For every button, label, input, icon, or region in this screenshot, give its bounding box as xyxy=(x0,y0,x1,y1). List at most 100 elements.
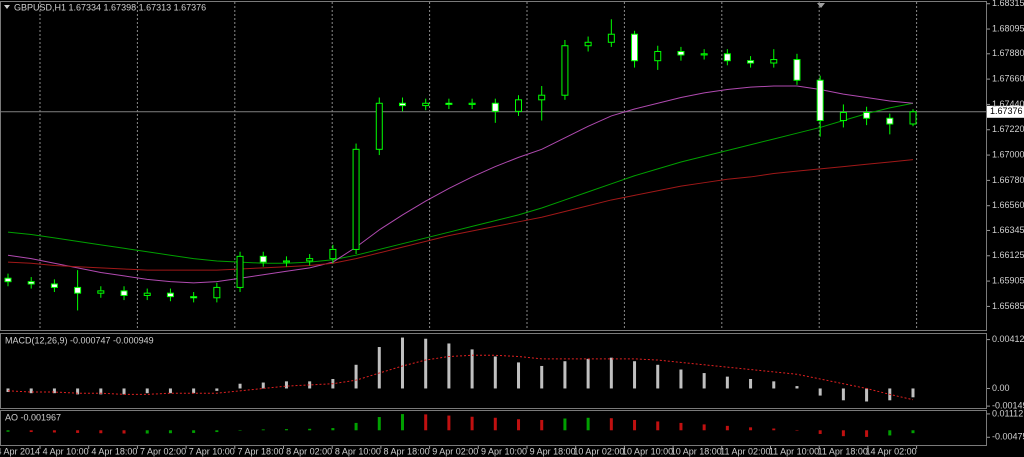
macd-bar xyxy=(795,386,799,389)
ao-bar xyxy=(493,417,497,431)
candle-body xyxy=(561,45,569,96)
ao-bar xyxy=(818,430,822,434)
macd-bar xyxy=(99,388,103,395)
x-tick-label: 14 Apr 02:00 xyxy=(866,446,917,456)
x-tick-label: 10 Apr 10:00 xyxy=(622,446,673,456)
macd-bar xyxy=(215,388,219,391)
y-tick-label: 1.67440 xyxy=(992,99,1024,109)
ao-bar xyxy=(633,419,637,431)
y-tick-label: 1.68315 xyxy=(992,0,1024,8)
candle-body xyxy=(816,79,824,122)
candle-body xyxy=(166,292,174,298)
candle-body xyxy=(909,111,917,125)
candle-body xyxy=(50,283,58,288)
ao-bar xyxy=(424,414,428,431)
ao-bar xyxy=(377,417,381,431)
y-tick-label: 1.65685 xyxy=(992,301,1024,311)
main-panel xyxy=(0,1,987,331)
candle-body xyxy=(190,296,198,299)
x-tick-label: 8 Apr 02:00 xyxy=(286,446,332,456)
candle-body xyxy=(839,111,847,122)
macd-bar xyxy=(168,388,172,394)
ao-bar xyxy=(656,421,660,431)
ao-bar xyxy=(331,428,335,431)
macd-bar xyxy=(6,388,10,393)
ao-bar xyxy=(400,414,404,431)
x-tick-label: 4 Apr 10:00 xyxy=(43,446,89,456)
macd-bar xyxy=(261,382,265,389)
x-tick-label: 9 Apr 10:00 xyxy=(481,446,527,456)
x-tick-label: 11 Apr 18:00 xyxy=(818,446,868,456)
macd-bar xyxy=(447,343,451,389)
y-tick-label: 1.65905 xyxy=(992,275,1024,285)
x-tick-label: 8 Apr 18:00 xyxy=(384,446,430,456)
macd-bar xyxy=(609,357,613,389)
macd-bar xyxy=(400,337,404,389)
ao-bar xyxy=(540,419,544,431)
symbol-icon[interactable] xyxy=(4,5,10,9)
macd-bar xyxy=(284,381,288,389)
ao-bar xyxy=(517,419,521,431)
shift-marker[interactable] xyxy=(817,3,825,8)
ao-bar xyxy=(354,422,358,431)
ao-bar xyxy=(99,430,103,434)
ao-bar xyxy=(76,430,80,433)
candle-body xyxy=(677,50,685,56)
macd-panel xyxy=(0,333,987,409)
candle-body xyxy=(793,59,801,81)
x-tick-label: 11 Apr 02:00 xyxy=(720,446,770,456)
macd-bar xyxy=(424,338,428,389)
macd-bar xyxy=(633,361,637,389)
candle-body xyxy=(74,286,82,294)
ao-bar xyxy=(725,425,729,431)
moving-average xyxy=(7,102,914,264)
current-price-label: 1.67376 xyxy=(990,106,1023,116)
ao-bar xyxy=(772,428,776,431)
candle-body xyxy=(445,102,453,105)
candle-body xyxy=(700,53,708,56)
ao-bar xyxy=(888,430,892,436)
macd-bar xyxy=(29,388,33,394)
ao-bar xyxy=(192,430,196,433)
y-tick-label: 1.66125 xyxy=(992,250,1024,260)
candle-body xyxy=(143,292,151,296)
macd-bar xyxy=(238,383,242,389)
y-tick-label: -0.00475 xyxy=(992,432,1024,442)
x-tick-label: 8 Apr 10:00 xyxy=(335,446,381,456)
macd-bar xyxy=(493,356,497,389)
ao-bar xyxy=(6,430,10,432)
x-tick-label: 7 Apr 02:00 xyxy=(140,446,186,456)
candle-body xyxy=(863,111,871,119)
candle-body xyxy=(584,41,592,47)
ao-bar xyxy=(865,430,869,437)
macd-bar xyxy=(702,373,706,389)
y-tick-label: 1.68095 xyxy=(992,23,1024,33)
macd-bar xyxy=(679,369,683,389)
macd-bar xyxy=(122,388,126,395)
candle-body xyxy=(515,99,523,112)
candle-body xyxy=(468,102,476,105)
y-tick-label: 1.66780 xyxy=(992,175,1024,185)
macd-bar xyxy=(865,388,869,402)
ao-bar xyxy=(841,430,845,437)
current-price-box xyxy=(987,105,1024,118)
ao-bar xyxy=(29,430,33,433)
ao-bar xyxy=(215,430,219,433)
macd-bar xyxy=(76,388,80,395)
ao-bar xyxy=(52,430,56,433)
macd-bar xyxy=(656,364,660,389)
x-tick-label: 4 Apr 18:00 xyxy=(91,446,137,456)
ao-bar xyxy=(749,427,753,431)
macd-title: MACD(12,26,9) -0.000747 -0.000949 xyxy=(5,335,154,345)
ao-bar xyxy=(470,416,474,431)
candle-body xyxy=(4,277,12,283)
macd-bar xyxy=(563,361,567,389)
macd-bar xyxy=(145,388,149,394)
macd-bar xyxy=(725,376,729,389)
macd-bar xyxy=(517,362,521,389)
x-tick-label: 10 Apr 02:00 xyxy=(573,446,624,456)
ao-bar xyxy=(911,430,915,434)
ao-panel xyxy=(0,410,987,446)
ao-bar xyxy=(609,418,613,431)
macd-bar xyxy=(470,349,474,389)
